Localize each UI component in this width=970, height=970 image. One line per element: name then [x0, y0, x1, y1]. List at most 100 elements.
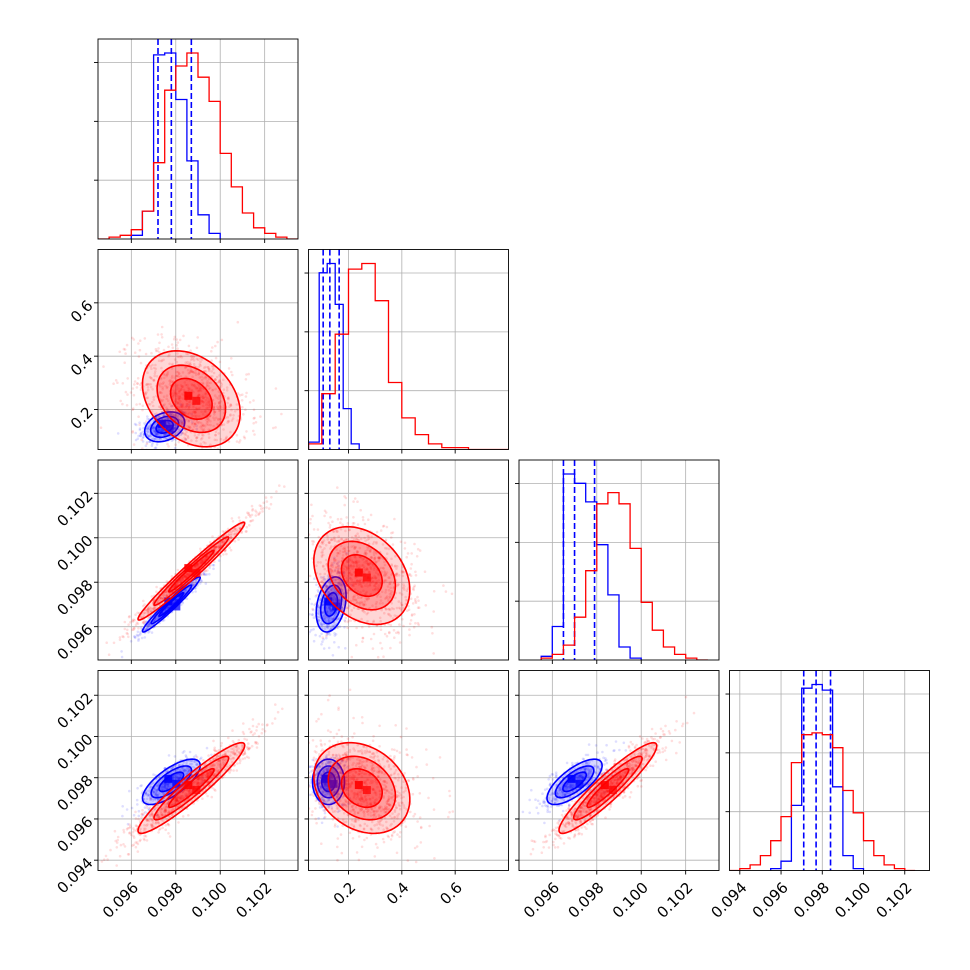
contour-series-1: [156, 364, 227, 434]
x-tick-label: 0.100: [188, 879, 231, 922]
panel-3-2: [515, 670, 720, 875]
density-peak: [600, 781, 609, 790]
panel-content: [308, 249, 509, 450]
panel-content: [521, 695, 696, 856]
y-tick-label: 0.100: [53, 730, 96, 773]
histogram-series-0: [770, 683, 865, 871]
density-peak: [567, 774, 576, 783]
density-peak: [362, 573, 371, 582]
panel-2-1: [304, 459, 509, 664]
histogram-series-0: [308, 262, 360, 450]
density-peak: [165, 424, 174, 433]
panel-frame: [97, 459, 299, 661]
x-tick-label: 0.6: [436, 879, 466, 909]
y-tick-label: 0.100: [53, 532, 96, 575]
panel-content: [308, 688, 455, 864]
contour-series-0: [316, 765, 341, 799]
panel-frame: [308, 249, 509, 450]
density-peak: [354, 568, 363, 577]
density-peak: [192, 396, 201, 405]
contour-series-0: [311, 758, 346, 806]
panel-frame: [729, 670, 930, 871]
y-tick-label: 0.2: [67, 403, 97, 433]
contour-series-1: [141, 349, 242, 448]
density-peak: [184, 391, 193, 400]
contour-series-1: [558, 741, 658, 835]
y-tick-label: 0.094: [53, 854, 96, 897]
histogram-series-1: [729, 732, 916, 871]
x-tick-label: 0.096: [520, 879, 563, 922]
contour-series-0: [554, 765, 595, 799]
density-peak: [164, 774, 173, 783]
x-tick-label: 0.100: [831, 879, 874, 922]
x-tick-label: 0.098: [143, 879, 186, 922]
y-tick-label: 0.096: [53, 813, 96, 856]
contour-series-0: [155, 419, 175, 435]
x-tick-label: 0.094: [707, 879, 750, 922]
histogram-series-0: [540, 473, 642, 660]
histogram-series-1: [540, 491, 708, 660]
contour-series-0: [319, 584, 343, 625]
contour-series-1: [327, 540, 397, 611]
panel-content: [729, 670, 916, 871]
contour-series-1: [137, 521, 246, 621]
contour-series-1: [327, 755, 397, 821]
panel-frame: [308, 670, 509, 871]
y-tick-label: 0.098: [53, 576, 96, 619]
panel-frame: [518, 459, 720, 661]
panel-content: [540, 460, 708, 660]
contour-series-1: [340, 553, 384, 598]
density-peak: [362, 786, 371, 795]
x-tick-label: 0.100: [609, 879, 652, 922]
panel-frame: [97, 38, 299, 240]
x-tick-label: 0.102: [232, 879, 275, 922]
density-peak: [354, 781, 363, 790]
panel-frame: [97, 670, 299, 871]
contour-series-1: [167, 549, 215, 593]
panel-2-0: [94, 459, 299, 664]
panel-frame: [518, 670, 720, 871]
panel-content: [308, 486, 454, 659]
y-tick-label: 0.098: [53, 772, 96, 815]
x-tick-label: 0.102: [872, 879, 915, 922]
y-tick-label: 0.096: [53, 620, 96, 663]
contour-series-1: [169, 377, 213, 421]
y-tick-label: 0.102: [53, 487, 96, 530]
contour-series-0: [323, 591, 339, 618]
contour-series-0: [158, 591, 185, 617]
contour-series-1: [153, 755, 230, 821]
contour-series-1: [312, 525, 411, 626]
density-peak: [329, 779, 338, 788]
density-peak: [321, 774, 330, 783]
contour-series-0: [149, 415, 180, 439]
panel-3-1: [304, 670, 509, 875]
panel-content: [98, 484, 286, 659]
density-peak: [172, 779, 181, 788]
panel-content: [99, 320, 283, 450]
panel-1-0: [94, 249, 299, 454]
contour-series-0: [315, 576, 347, 633]
density-peak: [575, 779, 584, 788]
x-tick-label: 0.4: [383, 879, 413, 909]
contour-series-1: [586, 767, 630, 809]
contour-series-1: [153, 536, 230, 607]
panel-0-0: [94, 38, 299, 243]
panel-frame: [308, 459, 509, 661]
contour-series-1: [167, 767, 215, 809]
contour-series-1: [313, 741, 411, 835]
x-tick-label: 0.096: [749, 879, 792, 922]
density-peak: [184, 781, 193, 790]
density-peak: [324, 597, 333, 606]
contour-series-0: [320, 771, 337, 793]
panel-content: [100, 703, 284, 867]
contour-series-1: [340, 767, 384, 809]
x-tick-label: 0.2: [330, 879, 360, 909]
panel-3-3: [725, 670, 930, 875]
y-tick-label: 0.4: [67, 350, 97, 380]
contour-series-0: [546, 758, 603, 806]
histogram-series-1: [308, 262, 509, 450]
x-tick-label: 0.098: [564, 879, 607, 922]
contour-series-0: [150, 584, 193, 625]
x-tick-label: 0.102: [653, 879, 696, 922]
